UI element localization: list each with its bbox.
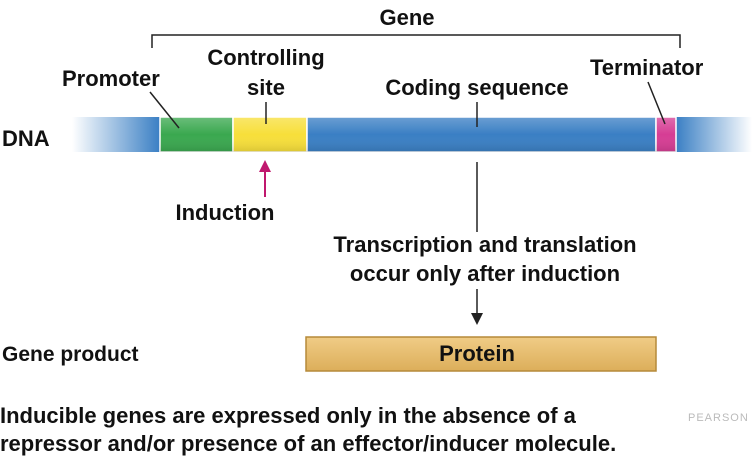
down-arrow-icon — [471, 313, 483, 325]
caption-line1: Inducible genes are expressed only in th… — [0, 403, 576, 428]
process-label-line1: Transcription and translation — [333, 232, 636, 257]
figure-caption: Inducible genes are expressed only in th… — [0, 402, 752, 458]
gene-bracket — [151, 34, 681, 48]
process-label-line2: occur only after induction — [350, 261, 620, 286]
controlling-site-label-line1: Controlling — [207, 45, 324, 70]
terminator-leader-line — [647, 81, 666, 125]
protein-label: Protein — [439, 341, 515, 366]
controlling-site-label-line2: site — [247, 75, 285, 100]
promoter-label: Promoter — [62, 66, 160, 91]
induction-arrow-icon — [259, 160, 271, 172]
dna-label: DNA — [2, 126, 50, 151]
caption-line2: repressor and/or presence of an effector… — [0, 431, 617, 456]
gene-product-label: Gene product — [2, 343, 139, 366]
publisher-watermark: PEARSON — [688, 412, 749, 424]
promoter-leader-line — [149, 91, 180, 129]
dna-strand-right-fade — [676, 117, 752, 152]
coding-sequence-label: Coding sequence — [385, 75, 568, 100]
terminator-label: Terminator — [590, 55, 704, 80]
induction-label: Induction — [176, 200, 275, 225]
dna-strand-left-fade — [72, 117, 160, 152]
gene-label: Gene — [379, 5, 434, 30]
dna-shading — [160, 117, 676, 152]
protein-bar — [305, 336, 657, 372]
